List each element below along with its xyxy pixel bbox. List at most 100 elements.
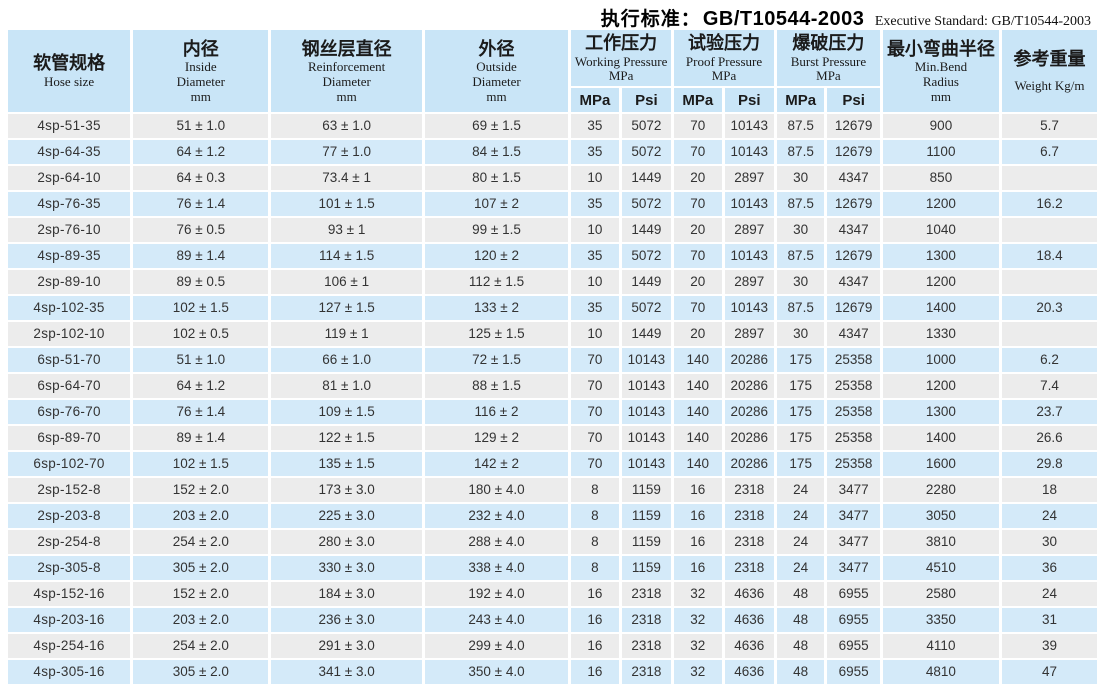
outside-diameter-cell: 125 ± 1.5: [424, 322, 569, 346]
working-pressure-psi-cell: 10143: [621, 374, 672, 398]
outside-diameter-cell: 80 ± 1.5: [424, 166, 569, 190]
min-bend-radius-cell: 900: [882, 114, 999, 138]
outside-diameter-cell: 142 ± 2: [424, 452, 569, 476]
table-row: 6sp-89-70 89 ± 1.4 122 ± 1.5 129 ± 2 70 10143…: [8, 426, 1097, 450]
table-header: 软管规格 Hose size 内径 Inside Diameter mm 钢丝层…: [8, 30, 1097, 112]
working-pressure-psi-cell: 1449: [621, 270, 672, 294]
working-pressure-psi-cell: 10143: [621, 400, 672, 424]
col-header-reinforcement-diameter: 钢丝层直径 Reinforcement Diameter mm: [271, 30, 422, 112]
hose-size-cell: 6sp-51-70: [8, 348, 131, 372]
inside-diameter-cell: 76 ± 1.4: [133, 400, 269, 424]
burst-pressure-psi-cell: 25358: [827, 374, 880, 398]
weight-cell: [1001, 218, 1097, 242]
proof-pressure-psi-cell: 2897: [724, 322, 774, 346]
proof-pressure-psi-cell: 20286: [724, 348, 774, 372]
min-bend-radius-cell: 4110: [882, 634, 999, 658]
burst-pressure-psi-cell: 12679: [827, 192, 880, 216]
table-row: 4sp-76-35 76 ± 1.4 101 ± 1.5 107 ± 2 35 5072 7…: [8, 192, 1097, 216]
hose-size-cell: 2sp-102-10: [8, 322, 131, 346]
working-pressure-mpa-cell: 35: [571, 296, 619, 320]
proof-pressure-psi-cell: 4636: [724, 660, 774, 684]
burst-pressure-psi-cell: 3477: [827, 478, 880, 502]
table-row: 4sp-152-16 152 ± 2.0 184 ± 3.0 192 ± 4.0 16 2…: [8, 582, 1097, 606]
min-bend-radius-cell: 1400: [882, 426, 999, 450]
working-pressure-mpa-cell: 70: [571, 374, 619, 398]
working-pressure-mpa-cell: 70: [571, 400, 619, 424]
outside-diameter-cell: 107 ± 2: [424, 192, 569, 216]
reinforcement-diameter-cell: 73.4 ± 1: [271, 166, 422, 190]
reinforcement-diameter-cell: 341 ± 3.0: [271, 660, 422, 684]
table-row: 2sp-254-8 254 ± 2.0 280 ± 3.0 288 ± 4.0 8 115…: [8, 530, 1097, 554]
min-bend-radius-cell: 1040: [882, 218, 999, 242]
outside-diameter-cell: 116 ± 2: [424, 400, 569, 424]
table-body: 4sp-51-35 51 ± 1.0 63 ± 1.0 69 ± 1.5 35 5072 7…: [8, 114, 1097, 684]
proof-pressure-mpa-cell: 140: [674, 374, 722, 398]
outside-diameter-cell: 299 ± 4.0: [424, 634, 569, 658]
burst-pressure-psi-cell: 6955: [827, 608, 880, 632]
inside-diameter-cell: 152 ± 2.0: [133, 582, 269, 606]
working-pressure-mpa-cell: 10: [571, 270, 619, 294]
table-row: 4sp-51-35 51 ± 1.0 63 ± 1.0 69 ± 1.5 35 5072 7…: [8, 114, 1097, 138]
burst-pressure-psi-cell: 4347: [827, 166, 880, 190]
reinforcement-diameter-cell: 330 ± 3.0: [271, 556, 422, 580]
proof-pressure-psi-cell: 2318: [724, 478, 774, 502]
working-pressure-mpa-cell: 16: [571, 608, 619, 632]
inside-diameter-cell: 76 ± 0.5: [133, 218, 269, 242]
hose-size-cell: 6sp-102-70: [8, 452, 131, 476]
weight-cell: [1001, 322, 1097, 346]
inside-diameter-cell: 203 ± 2.0: [133, 608, 269, 632]
table-row: 2sp-305-8 305 ± 2.0 330 ± 3.0 338 ± 4.0 8 115…: [8, 556, 1097, 580]
working-pressure-psi-cell: 1449: [621, 166, 672, 190]
burst-pressure-mpa-cell: 175: [776, 400, 825, 424]
proof-pressure-psi-cell: 20286: [724, 426, 774, 450]
working-pressure-psi-cell: 5072: [621, 140, 672, 164]
table-row: 2sp-102-10 102 ± 0.5 119 ± 1 125 ± 1.5 10 144…: [8, 322, 1097, 346]
table-row: 4sp-89-35 89 ± 1.4 114 ± 1.5 120 ± 2 35 5072 7…: [8, 244, 1097, 268]
proof-pressure-psi-cell: 2897: [724, 166, 774, 190]
burst-pressure-mpa-cell: 24: [776, 530, 825, 554]
col-header-working-pressure: 工作压力 Working Pressure MPa: [571, 30, 672, 86]
subcol-burst-mpa: MPa: [776, 88, 825, 112]
min-bend-radius-cell: 2280: [882, 478, 999, 502]
min-bend-radius-cell: 1400: [882, 296, 999, 320]
proof-pressure-mpa-cell: 20: [674, 322, 722, 346]
proof-pressure-psi-cell: 10143: [724, 244, 774, 268]
hose-size-cell: 2sp-254-8: [8, 530, 131, 554]
weight-cell: 26.6: [1001, 426, 1097, 450]
working-pressure-psi-cell: 10143: [621, 452, 672, 476]
proof-pressure-psi-cell: 2897: [724, 270, 774, 294]
working-pressure-psi-cell: 2318: [621, 582, 672, 606]
burst-pressure-psi-cell: 4347: [827, 218, 880, 242]
proof-pressure-mpa-cell: 16: [674, 556, 722, 580]
col-header-proof-pressure: 试验压力 Proof Pressure MPa: [674, 30, 774, 86]
proof-pressure-psi-cell: 2318: [724, 530, 774, 554]
table-row: 6sp-76-70 76 ± 1.4 109 ± 1.5 116 ± 2 70 10143…: [8, 400, 1097, 424]
subcol-working-psi: Psi: [621, 88, 672, 112]
proof-pressure-mpa-cell: 70: [674, 140, 722, 164]
weight-cell: 24: [1001, 582, 1097, 606]
burst-pressure-mpa-cell: 24: [776, 504, 825, 528]
table-row: 2sp-89-10 89 ± 0.5 106 ± 1 112 ± 1.5 10 1449 2…: [8, 270, 1097, 294]
hose-size-cell: 4sp-76-35: [8, 192, 131, 216]
inside-diameter-cell: 254 ± 2.0: [133, 634, 269, 658]
reinforcement-diameter-cell: 81 ± 1.0: [271, 374, 422, 398]
weight-cell: 6.7: [1001, 140, 1097, 164]
subcol-burst-psi: Psi: [827, 88, 880, 112]
inside-diameter-cell: 51 ± 1.0: [133, 348, 269, 372]
working-pressure-psi-cell: 1159: [621, 530, 672, 554]
burst-pressure-mpa-cell: 24: [776, 556, 825, 580]
col-header-hose-size: 软管规格 Hose size: [8, 30, 131, 112]
table-row: 2sp-76-10 76 ± 0.5 93 ± 1 99 ± 1.5 10 1449 20 2…: [8, 218, 1097, 242]
working-pressure-mpa-cell: 35: [571, 244, 619, 268]
inside-diameter-cell: 305 ± 2.0: [133, 660, 269, 684]
min-bend-radius-cell: 3350: [882, 608, 999, 632]
outside-diameter-cell: 180 ± 4.0: [424, 478, 569, 502]
hose-size-cell: 4sp-64-35: [8, 140, 131, 164]
proof-pressure-psi-cell: 10143: [724, 192, 774, 216]
inside-diameter-cell: 89 ± 1.4: [133, 426, 269, 450]
working-pressure-mpa-cell: 8: [571, 504, 619, 528]
working-pressure-mpa-cell: 70: [571, 348, 619, 372]
col-header-burst-pressure: 爆破压力 Burst Pressure MPa: [776, 30, 880, 86]
min-bend-radius-cell: 4510: [882, 556, 999, 580]
proof-pressure-mpa-cell: 140: [674, 400, 722, 424]
